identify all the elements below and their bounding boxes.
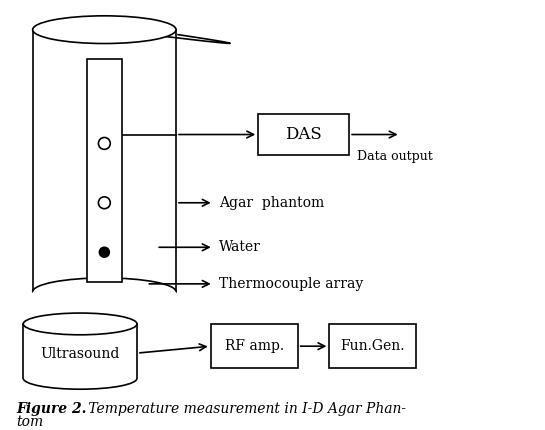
Text: RF amp.: RF amp.	[225, 339, 284, 353]
Circle shape	[99, 197, 110, 209]
Text: Agar  phantom: Agar phantom	[219, 196, 324, 210]
Ellipse shape	[33, 16, 176, 43]
Text: Data output: Data output	[357, 150, 433, 163]
Text: Water: Water	[219, 240, 261, 254]
Text: Thermocouple array: Thermocouple array	[219, 277, 363, 291]
Circle shape	[99, 138, 110, 149]
Text: Fun.Gen.: Fun.Gen.	[341, 339, 405, 353]
Bar	[211, 324, 298, 368]
Text: Figure 2.: Figure 2.	[16, 402, 86, 417]
Bar	[87, 59, 122, 282]
Text: Ultrasound: Ultrasound	[40, 347, 120, 361]
Bar	[329, 324, 416, 368]
Text: tom: tom	[16, 415, 43, 429]
Bar	[258, 114, 349, 155]
Text: DAS: DAS	[285, 126, 322, 143]
Ellipse shape	[33, 278, 176, 306]
Circle shape	[99, 247, 110, 257]
Text: Temperature measurement in I-D Agar Phan-: Temperature measurement in I-D Agar Phan…	[84, 402, 406, 417]
Ellipse shape	[23, 313, 137, 335]
